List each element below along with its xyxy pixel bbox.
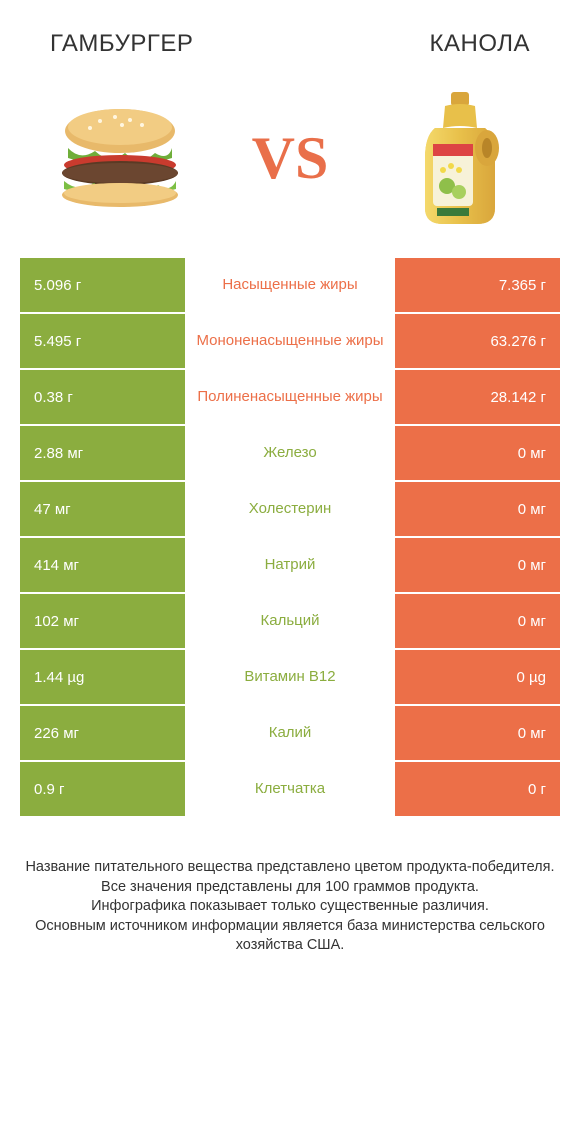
right-value-cell: 0 мг — [395, 482, 560, 536]
footer-line: Инфографика показывает только существенн… — [20, 897, 560, 917]
nutrient-label: Натрий — [185, 538, 395, 592]
left-value-cell: 102 мг — [20, 594, 185, 648]
header: ГАМБУРГЕР КАНОЛА — [0, 0, 580, 78]
nutrient-label: Насыщенные жиры — [185, 258, 395, 312]
right-value-cell: 0 мг — [395, 706, 560, 760]
right-value-cell: 0 мг — [395, 426, 560, 480]
nutrient-label: Железо — [185, 426, 395, 480]
right-product-title: КАНОЛА — [430, 30, 530, 58]
right-value-cell: 0 мг — [395, 594, 560, 648]
right-value-cell: 7.365 г — [395, 258, 560, 312]
footer-line: Основным источником информации является … — [20, 917, 560, 956]
right-value-cell: 28.142 г — [395, 370, 560, 424]
nutrient-label: Кальций — [185, 594, 395, 648]
right-value-cell: 0 µg — [395, 650, 560, 704]
table-row: 2.88 мгЖелезо0 мг — [20, 426, 560, 480]
left-value-cell: 226 мг — [20, 706, 185, 760]
table-row: 226 мгКалий0 мг — [20, 706, 560, 760]
left-value-cell: 47 мг — [20, 482, 185, 536]
table-row: 414 мгНатрий0 мг — [20, 538, 560, 592]
right-value-cell: 63.276 г — [395, 314, 560, 368]
hamburger-icon — [50, 103, 190, 213]
vs-label: VS — [252, 124, 329, 193]
nutrient-label: Калий — [185, 706, 395, 760]
hamburger-image — [50, 88, 190, 228]
table-row: 102 мгКальций0 мг — [20, 594, 560, 648]
table-row: 0.9 гКлетчатка0 г — [20, 762, 560, 816]
left-value-cell: 0.38 г — [20, 370, 185, 424]
left-value-cell: 0.9 г — [20, 762, 185, 816]
left-value-cell: 5.096 г — [20, 258, 185, 312]
nutrient-label: Клетчатка — [185, 762, 395, 816]
nutrient-label: Мононенасыщенные жиры — [185, 314, 395, 368]
table-row: 47 мгХолестерин0 мг — [20, 482, 560, 536]
left-value-cell: 1.44 µg — [20, 650, 185, 704]
nutrient-label: Холестерин — [185, 482, 395, 536]
canola-bottle-icon — [415, 88, 505, 228]
left-value-cell: 2.88 мг — [20, 426, 185, 480]
footer-line: Все значения представлены для 100 граммо… — [20, 878, 560, 898]
nutrient-label: Витамин B12 — [185, 650, 395, 704]
table-row: 0.38 гПолиненасыщенные жиры28.142 г — [20, 370, 560, 424]
table-row: 1.44 µgВитамин B120 µg — [20, 650, 560, 704]
nutrient-label: Полиненасыщенные жиры — [185, 370, 395, 424]
table-row: 5.495 гМононенасыщенные жиры63.276 г — [20, 314, 560, 368]
images-row: VS — [0, 78, 580, 258]
left-value-cell: 5.495 г — [20, 314, 185, 368]
right-value-cell: 0 мг — [395, 538, 560, 592]
canola-image — [390, 88, 530, 228]
table-row: 5.096 гНасыщенные жиры7.365 г — [20, 258, 560, 312]
left-product-title: ГАМБУРГЕР — [50, 30, 193, 58]
footer-line: Название питательного вещества представл… — [20, 858, 560, 878]
right-value-cell: 0 г — [395, 762, 560, 816]
comparison-table: 5.096 гНасыщенные жиры7.365 г5.495 гМоно… — [0, 258, 580, 816]
footer-notes: Название питательного вещества представл… — [0, 818, 580, 956]
left-value-cell: 414 мг — [20, 538, 185, 592]
